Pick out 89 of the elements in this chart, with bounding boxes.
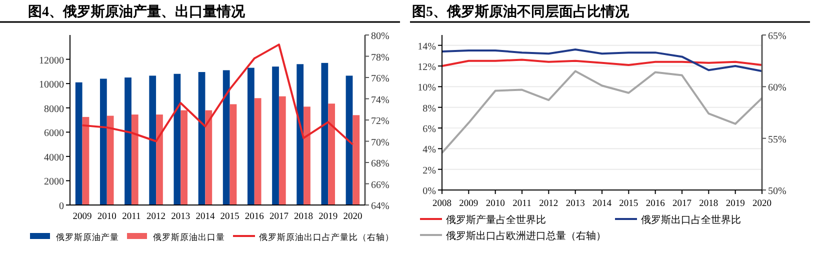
line-series — [441, 48, 763, 72]
legend-label: 俄罗斯原油出口占产量比（右轴） — [259, 232, 394, 242]
x-tick-label: 2018 — [294, 212, 314, 222]
y2-tick-label: 68% — [371, 158, 390, 170]
bar — [180, 110, 188, 205]
x-tick-label: 2011 — [512, 199, 532, 209]
x-tick-label: 2009 — [72, 212, 92, 222]
x-tick-label: 2008 — [432, 199, 452, 209]
bar — [131, 114, 138, 205]
line-series — [81, 44, 354, 146]
x-tick-label: 2010 — [486, 199, 506, 209]
x-tick-label: 2020 — [752, 199, 772, 209]
x-tick-label: 2015 — [220, 212, 240, 222]
bar — [82, 116, 90, 205]
bar — [198, 72, 206, 205]
bar — [272, 66, 279, 205]
bar — [124, 78, 132, 205]
bar — [321, 62, 328, 205]
x-tick-label: 2016 — [646, 199, 666, 209]
bar — [247, 68, 254, 205]
legend-label: 俄罗斯出口占欧洲进口总量（右轴） — [446, 230, 606, 242]
y2-tick-label: 76% — [371, 74, 390, 84]
x-tick-label: 2013 — [566, 199, 586, 209]
y-tick-label: 6000 — [44, 128, 64, 140]
bar — [106, 116, 114, 205]
x-tick-label: 2009 — [459, 199, 478, 209]
y2-tick-label: 80% — [371, 31, 390, 42]
y2-tick-label: 70% — [371, 137, 390, 148]
x-tick-label: 2016 — [244, 212, 264, 222]
x-tick-label: 2019 — [318, 212, 338, 222]
bar — [254, 98, 262, 205]
x-tick-label: 2011 — [122, 212, 142, 222]
legend-label: 俄罗斯原油出口量 — [153, 232, 225, 242]
bar — [205, 110, 212, 205]
bar — [278, 96, 286, 205]
y-tick-label: 4000 — [44, 152, 64, 164]
y-tick-label: 12000 — [39, 55, 64, 66]
y2-tick-label: 78% — [371, 52, 390, 64]
chart-title: 图5、俄罗斯原油不同层面占比情况 — [412, 4, 630, 20]
y-tick-label: 0% — [422, 186, 436, 197]
x-tick-label: 2020 — [343, 212, 362, 222]
x-tick-label: 2014 — [592, 199, 612, 209]
y-tick-label: 14% — [418, 41, 436, 52]
bar — [75, 82, 82, 205]
line-series — [441, 70, 763, 154]
bar — [296, 64, 304, 205]
y2-tick-label: 55% — [768, 134, 786, 146]
x-tick-label: 2017 — [672, 199, 692, 209]
bar — [346, 76, 353, 205]
x-tick-label: 2014 — [196, 212, 215, 222]
y-tick-label: 10000 — [39, 80, 64, 91]
x-tick-label: 2015 — [619, 199, 638, 209]
bar — [174, 74, 181, 205]
chart-title: 图4、俄罗斯原油产量、出口量情况 — [28, 3, 246, 20]
legend-label: 俄罗斯出口占全世界比 — [641, 214, 741, 226]
bar — [222, 70, 230, 205]
y-tick-label: 2% — [422, 165, 436, 176]
y-tick-label: 6% — [422, 124, 436, 135]
y-tick-label: 10% — [418, 82, 436, 94]
x-tick-label: 2010 — [97, 212, 117, 222]
x-tick-label: 2018 — [699, 199, 718, 209]
x-tick-label: 2013 — [171, 212, 190, 222]
y2-tick-label: 72% — [371, 116, 390, 127]
y2-tick-label: 64% — [371, 201, 390, 212]
y2-tick-label: 74% — [371, 94, 390, 106]
y-tick-label: 8000 — [44, 104, 64, 115]
y-tick-label: 2000 — [44, 176, 64, 188]
bar — [352, 115, 360, 205]
x-tick-label: 2012 — [146, 212, 166, 222]
legend-label: 俄罗斯原油产量 — [56, 232, 119, 242]
bar — [156, 114, 163, 205]
y2-tick-label: 60% — [768, 82, 786, 94]
legend-label: 俄罗斯产量占全世界比 — [446, 214, 546, 226]
y-tick-label: 12% — [418, 62, 436, 73]
y2-tick-label: 50% — [768, 186, 786, 197]
line-series — [441, 58, 763, 67]
y2-tick-label: 65% — [768, 31, 786, 42]
x-tick-label: 2017 — [269, 212, 289, 222]
bar — [304, 106, 310, 205]
y-tick-label: 0 — [59, 201, 64, 212]
x-tick-label: 2012 — [539, 199, 558, 209]
bar — [328, 104, 336, 205]
bar — [149, 76, 156, 205]
y2-tick-label: 66% — [371, 180, 390, 191]
y-tick-label: 4% — [422, 144, 436, 156]
bar — [230, 104, 237, 205]
bar — [100, 78, 107, 205]
y-tick-label: 8% — [422, 103, 436, 114]
x-tick-label: 2019 — [726, 199, 746, 209]
